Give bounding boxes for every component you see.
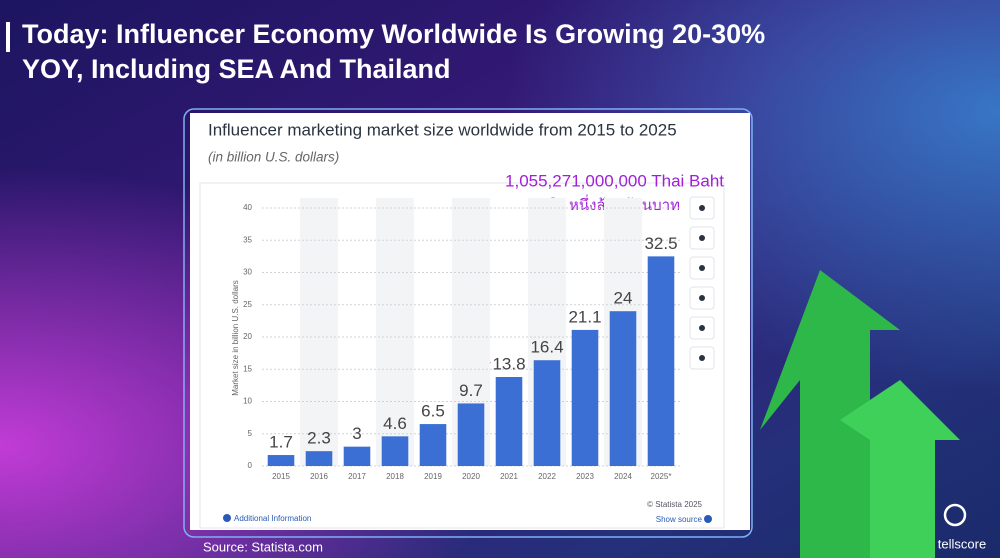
y-tick-label: 10 — [243, 397, 252, 406]
bar — [571, 329, 599, 466]
slide-title: YOY, Including SEA And Thailand — [22, 54, 451, 84]
data-label: 3 — [352, 424, 361, 443]
data-label: 32.5 — [644, 234, 677, 253]
data-label: 24 — [614, 289, 633, 308]
additional-info[interactable]: Additional Information — [234, 514, 311, 523]
band — [300, 198, 338, 466]
y-tick-label: 15 — [243, 364, 252, 373]
bar — [267, 455, 295, 466]
y-tick-label: 20 — [243, 332, 252, 341]
y-tick-label: 0 — [248, 461, 253, 470]
source-icon — [704, 515, 712, 523]
bar — [343, 446, 371, 466]
bar — [609, 311, 637, 466]
bar — [381, 436, 409, 466]
x-tick-label: 2015 — [272, 472, 290, 481]
bar — [533, 360, 561, 466]
y-tick-label: 25 — [243, 300, 252, 309]
data-label: 2.3 — [307, 429, 331, 448]
toolbar-icon — [699, 235, 705, 241]
title-bar — [6, 22, 10, 52]
x-tick-label: 2023 — [576, 472, 594, 481]
data-label: 1.7 — [269, 433, 293, 452]
data-label: 4.6 — [383, 414, 407, 433]
x-tick-label: 2017 — [348, 472, 366, 481]
x-tick-label: 2024 — [614, 472, 632, 481]
data-label: 21.1 — [568, 307, 601, 326]
data-label: 16.4 — [530, 338, 563, 357]
x-tick-label: 2022 — [538, 472, 556, 481]
show-source[interactable]: Show source — [656, 515, 703, 524]
y-tick-label: 30 — [243, 268, 252, 277]
toolbar-icon — [699, 265, 705, 271]
card-border — [183, 108, 753, 538]
y-tick-label: 40 — [243, 203, 252, 212]
y-tick-label: 35 — [243, 235, 252, 244]
data-label: 9.7 — [459, 381, 483, 400]
chart-title: Influencer marketing market size worldwi… — [208, 120, 677, 139]
x-tick-label: 2025* — [651, 472, 672, 481]
band — [376, 198, 414, 466]
logo: tellscore — [938, 536, 986, 551]
annotation: 1,055,271,000,000 Thai Baht — [505, 171, 724, 190]
source: Source: Statista.com — [203, 539, 323, 554]
bar — [305, 451, 333, 466]
slide-title: Today: Influencer Economy Worldwide Is G… — [22, 19, 765, 49]
x-tick-label: 2019 — [424, 472, 442, 481]
data-label: 6.5 — [421, 402, 445, 421]
logo-mark — [943, 503, 967, 527]
bar — [647, 256, 675, 466]
x-tick-label: 2021 — [500, 472, 518, 481]
green-arrow — [840, 380, 960, 558]
x-tick-label: 2016 — [310, 472, 328, 481]
bar — [495, 376, 523, 466]
bar — [419, 424, 447, 466]
bar — [457, 403, 485, 466]
toolbar-icon — [699, 355, 705, 361]
y-axis-label: Market size in billion U.S. dollars — [231, 280, 240, 396]
x-tick-label: 2018 — [386, 472, 404, 481]
toolbar — [689, 196, 715, 370]
chart-subtitle: (in billion U.S. dollars) — [208, 150, 339, 165]
toolbar-icon — [699, 295, 705, 301]
data-label: 13.8 — [492, 354, 525, 373]
y-tick-label: 5 — [248, 429, 253, 438]
toolbar-icon — [699, 205, 705, 211]
info-icon — [223, 514, 231, 522]
green-arrow — [760, 270, 900, 558]
toolbar-icon — [699, 325, 705, 331]
x-tick-label: 2020 — [462, 472, 480, 481]
copyright: © Statista 2025 — [647, 500, 702, 509]
